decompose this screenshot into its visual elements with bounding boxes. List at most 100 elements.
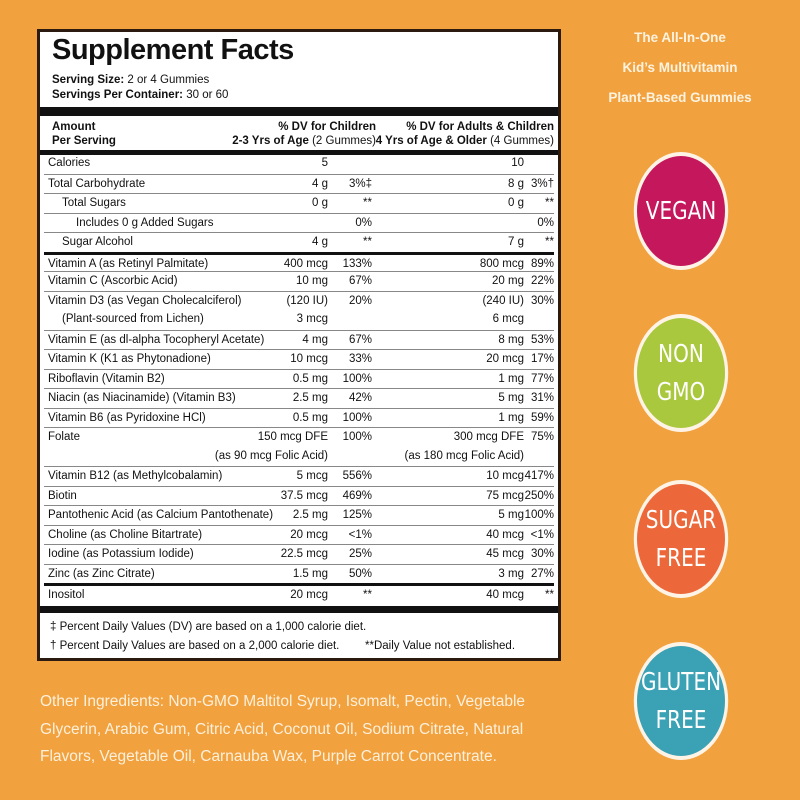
nutrient-name: Pantothenic Acid (as Calcium Pantothenat… — [48, 509, 274, 521]
adult-amount: 10 mcg — [486, 470, 524, 482]
nutrient-row: Niacin (as Niacinamide) (Vitamin B3) 2.5 … — [44, 388, 554, 408]
adult-amount: 40 mcg — [486, 528, 524, 541]
nutrient-row: Sugar Alcohol 4 g ** 7 g ** — [44, 232, 554, 252]
child-amount: 0 g — [312, 197, 328, 209]
adult-amount: 6 mcg — [492, 313, 524, 325]
nutrient-name: (Plant-sourced from Lichen) — [62, 313, 204, 325]
child-amount: 3 mcg — [296, 313, 328, 325]
adult-amount: 1 mg — [498, 411, 524, 424]
adult-dv: 3%† — [530, 177, 554, 190]
adult-dv: ** — [545, 589, 554, 601]
adult-dv: ** — [545, 197, 554, 209]
adult-amount: 20 mg — [492, 275, 524, 287]
nutrient-row: Choline (as Choline Bitartrate) 20 mcg <1%… — [44, 524, 554, 545]
adult-dv: 53% — [530, 333, 554, 346]
child-dv: 67% — [348, 333, 372, 346]
adult-dv: 17% — [530, 353, 554, 365]
adult-amount: 300 mcg DFE — [453, 431, 524, 443]
adult-dv: 30% — [530, 294, 554, 307]
nutrient-row: Vitamin C (Ascorbic Acid) 10 mg 67% 20 mg 22… — [44, 271, 554, 291]
tagline-line: The All-In-One — [634, 30, 726, 45]
adult-amount: 5 mg — [498, 509, 524, 521]
adult-dv: <1% — [530, 528, 554, 541]
nutrient-row: Folate 150 mcg DFE 100% 300 mcg DFE 75% — [44, 427, 554, 447]
child-dv: 3%‡ — [348, 177, 372, 190]
child-amount: 5 — [321, 157, 328, 169]
child-dv: 100% — [342, 411, 372, 424]
child-amount: 20 mcg — [290, 528, 328, 541]
nutrient-row: Total Sugars 0 g ** 0 g ** — [44, 193, 554, 213]
adult-dv: ** — [545, 236, 554, 248]
amount-header: Amount Per Serving — [52, 121, 116, 147]
child-amount: 0.5 mg — [292, 411, 328, 424]
servings-per-container: Servings Per Container: 30 or 60 — [52, 89, 229, 101]
adult-amount: 8 g — [508, 177, 524, 190]
nutrient-row: Vitamin A (as Retinyl Palmitate) 400 mcg 1… — [44, 251, 554, 272]
adult-dv: 250% — [524, 489, 554, 502]
adult-dv: 100% — [524, 509, 554, 521]
divider — [40, 107, 558, 116]
nutrient-row: Total Carbohydrate 4 g 3%‡ 8 g 3%† — [44, 173, 554, 194]
nutrient-name: Vitamin D3 (as Vegan Cholecalciferol) — [48, 294, 242, 307]
divider — [40, 606, 558, 613]
child-dv: 67% — [348, 275, 372, 287]
nutrient-row: (Plant-sourced from Lichen) 3 mcg 6 mcg — [44, 310, 554, 330]
nutrient-name: Vitamin B12 (as Methylcobalamin) — [48, 470, 223, 482]
tagline-line: Plant-Based Gummies — [608, 90, 752, 105]
gluten-free-badge: GLUTEN FREE — [633, 642, 729, 760]
child-dv: 20% — [348, 294, 372, 307]
child-dv: 469% — [342, 489, 372, 502]
child-dv: ** — [363, 236, 372, 248]
adult-dv: 0% — [537, 216, 554, 229]
adult-dv: 417% — [524, 470, 554, 482]
nutrient-name: Inositol — [48, 589, 85, 601]
vegan-badge: VEGAN — [633, 152, 729, 270]
nutrient-name: Vitamin E (as dl-alpha Tocopheryl Acetat… — [48, 333, 265, 346]
child-dv: 25% — [348, 548, 372, 560]
nutrient-name: Vitamin A (as Retinyl Palmitate) — [48, 257, 209, 270]
nutrient-name: Riboflavin (Vitamin B2) — [48, 372, 165, 385]
adult-amount: (as 180 mcg Folic Acid) — [404, 449, 524, 462]
child-amount: (120 IU) — [286, 294, 328, 307]
adult-dv: 27% — [530, 567, 554, 580]
child-dv: 100% — [342, 431, 372, 443]
child-dv: 33% — [348, 353, 372, 365]
footnote-1000-calorie: ‡ Percent Daily Values (DV) are based on… — [50, 621, 367, 633]
adult-dv: 30% — [530, 548, 554, 560]
child-amount: 4 g — [312, 236, 328, 248]
child-dv: 0% — [355, 216, 372, 229]
child-amount: 400 mcg — [283, 257, 328, 270]
sugar-free-badge: SUGAR FREE — [633, 480, 729, 598]
nutrient-table: Calories 5 10 Total Carbohydrate 4 g 3%‡ 8 g 3%… — [40, 154, 558, 603]
adult-amount: 8 mg — [498, 333, 524, 346]
non-gmo-badge: NON GMO — [633, 314, 729, 432]
child-amount: 10 mcg — [290, 353, 328, 365]
nutrient-name: Zinc (as Zinc Citrate) — [48, 567, 155, 580]
child-amount: 0.5 mg — [292, 372, 328, 385]
child-amount: 2.5 mg — [292, 509, 328, 521]
nutrient-name: Includes 0 g Added Sugars — [76, 216, 214, 229]
nutrient-name: Total Sugars — [62, 197, 126, 209]
child-amount: 150 mcg DFE — [257, 431, 328, 443]
child-amount: 37.5 mcg — [280, 489, 328, 502]
adult-amount: 20 mcg — [486, 353, 524, 365]
supplement-facts-panel: Supplement Facts Serving Size: 2 or 4 Gu… — [37, 29, 561, 661]
child-dv: <1% — [348, 528, 372, 541]
nutrient-row: Vitamin E (as dl-alpha Tocopheryl Acetat… — [44, 329, 554, 350]
child-amount: (as 90 mcg Folic Acid) — [214, 449, 328, 462]
child-dv: ** — [363, 589, 372, 601]
nutrient-name: Vitamin B6 (as Pyridoxine HCl) — [48, 411, 206, 424]
divider — [40, 150, 558, 155]
child-dv: 42% — [348, 392, 372, 404]
child-amount: 22.5 mcg — [280, 548, 328, 560]
child-dv: 100% — [342, 372, 372, 385]
nutrient-row: (as 90 mcg Folic Acid) (as 180 mcg Folic … — [44, 447, 554, 467]
other-ingredients: Other Ingredients: Non-GMO Maltitol Syru… — [40, 693, 526, 765]
child-amount: 2.5 mg — [292, 392, 328, 404]
footnote-2000-calorie: † Percent Daily Values are based on a 2,… — [50, 640, 340, 652]
child-dv-header: % DV for Children 2-3 Yrs of Age (2 Gumme… — [232, 121, 376, 147]
adult-amount: 800 mcg — [479, 257, 524, 270]
adult-amount: 10 — [511, 157, 524, 169]
nutrient-row: Inositol 20 mcg ** 40 mcg ** — [44, 583, 554, 603]
nutrient-name: Calories — [48, 157, 91, 169]
